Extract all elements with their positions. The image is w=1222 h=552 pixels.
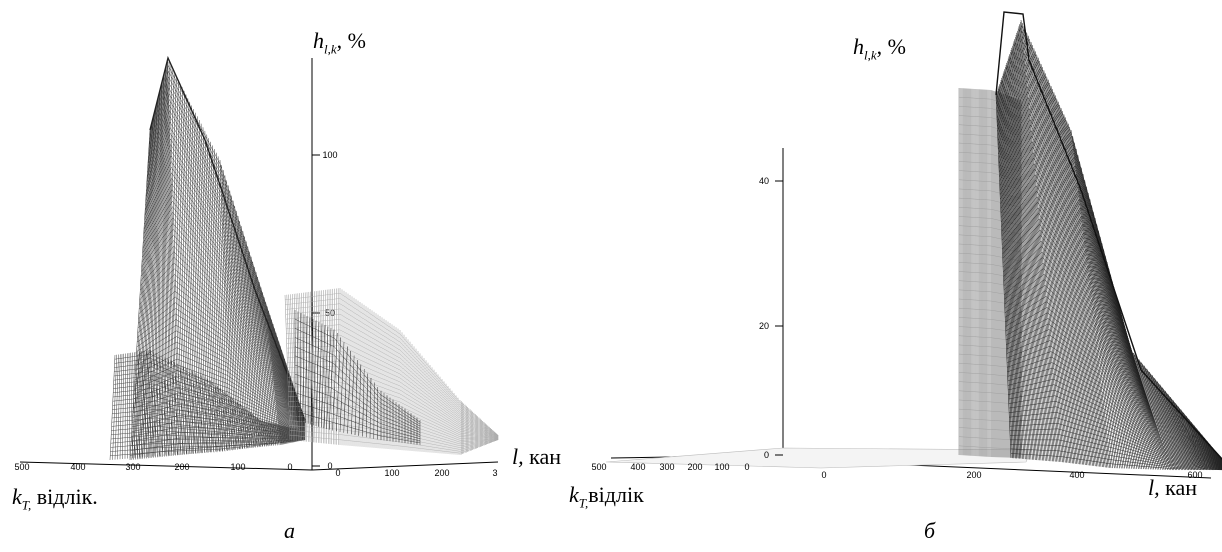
x-axis-label-b: l, кан [1148, 475, 1197, 501]
y-tick-label-a: 0 [287, 462, 292, 472]
x-label-main-a: l, [512, 444, 524, 469]
x-tick-label-b: 600 [1187, 470, 1202, 480]
plateau-left-horizontal-a [110, 354, 301, 457]
y-axis-a [19, 461, 313, 471]
z-tick-label-a: 0 [327, 461, 332, 471]
z-tick-label-a: 100 [322, 150, 337, 160]
y-tick-label-b: 300 [659, 462, 674, 472]
x-tick-label-a: 0 [335, 468, 340, 478]
z-label-unit-a: , % [336, 28, 366, 53]
z-axis-label-b: hl,k, % [853, 34, 906, 63]
z-label-sub-b: l,k [864, 47, 877, 63]
y-label-sub-a: T, [21, 497, 32, 513]
x-label-unit-b: кан [1159, 475, 1198, 500]
y-axis-label-a: kT, відлік. [12, 484, 98, 513]
wave-right-horizontal-a [285, 293, 499, 454]
y-tick-label-b: 0 [744, 462, 749, 472]
panel-caption-b: б [924, 518, 936, 543]
y-label-main-b: k [569, 482, 579, 507]
x-label-main-b: l, [1148, 475, 1160, 500]
x-axis-a [311, 461, 499, 471]
y-tick-label-b: 500 [591, 462, 606, 472]
y-label-main-a: k [12, 484, 22, 509]
x-tick-label-b: 200 [966, 470, 981, 480]
y-label-unit-b: відлік [588, 482, 644, 507]
y-tick-label-a: 100 [230, 462, 245, 472]
z-label-unit-b: , % [876, 34, 906, 59]
x-tick-label-b: 400 [1069, 470, 1084, 480]
z-tick-label-b: 40 [759, 176, 769, 186]
y-label-unit-a: відлік. [31, 484, 98, 509]
y-tick-label-a: 500 [14, 462, 29, 472]
z-tick-label-b: 0 [764, 450, 769, 460]
x-tick-label-a: 3 [492, 468, 497, 478]
peak-main-ridge-b [995, 11, 1222, 460]
z-tick-label-b: 20 [759, 321, 769, 331]
x-label-unit-a: кан [523, 444, 562, 469]
x-axis-label-a: l, кан [512, 444, 561, 470]
peak-main-horizontal-a [130, 65, 306, 456]
floor-plane-b [605, 447, 1032, 469]
x-tick-label-b: 0 [821, 470, 826, 480]
y-tick-label-a: 400 [70, 462, 85, 472]
y-tick-label-b: 100 [714, 462, 729, 472]
chart-panel-b: 40 20 0 500 400 300 200 100 0 0 200 400 600 hl,k, % … [569, 0, 1222, 552]
z-label-sub-a: l,k [324, 41, 337, 57]
z-label-main-a: h [313, 28, 324, 53]
z-axis-label-a: hl,k, % [313, 28, 366, 57]
z-label-main-b: h [853, 34, 864, 59]
band-mid-horizontal-a [294, 318, 421, 444]
x-tick-label-a: 100 [384, 468, 399, 478]
x-tick-label-a: 200 [434, 468, 449, 478]
y-tick-label-b: 200 [687, 462, 702, 472]
y-axis-label-b: kT,відлік [569, 482, 644, 511]
y-tick-label-a: 300 [125, 462, 140, 472]
y-label-sub-b: T, [578, 495, 589, 511]
chart-panel-a: 100 50 0 500 400 300 200 100 0 0 100 200 3 hl,k, % l… [12, 28, 561, 543]
panel-caption-a: а [284, 518, 295, 543]
peak-main-ridge-a [149, 55, 306, 421]
y-tick-label-a: 200 [174, 462, 189, 472]
z-tick-label-a: 50 [325, 308, 335, 318]
y-tick-label-b: 400 [630, 462, 645, 472]
